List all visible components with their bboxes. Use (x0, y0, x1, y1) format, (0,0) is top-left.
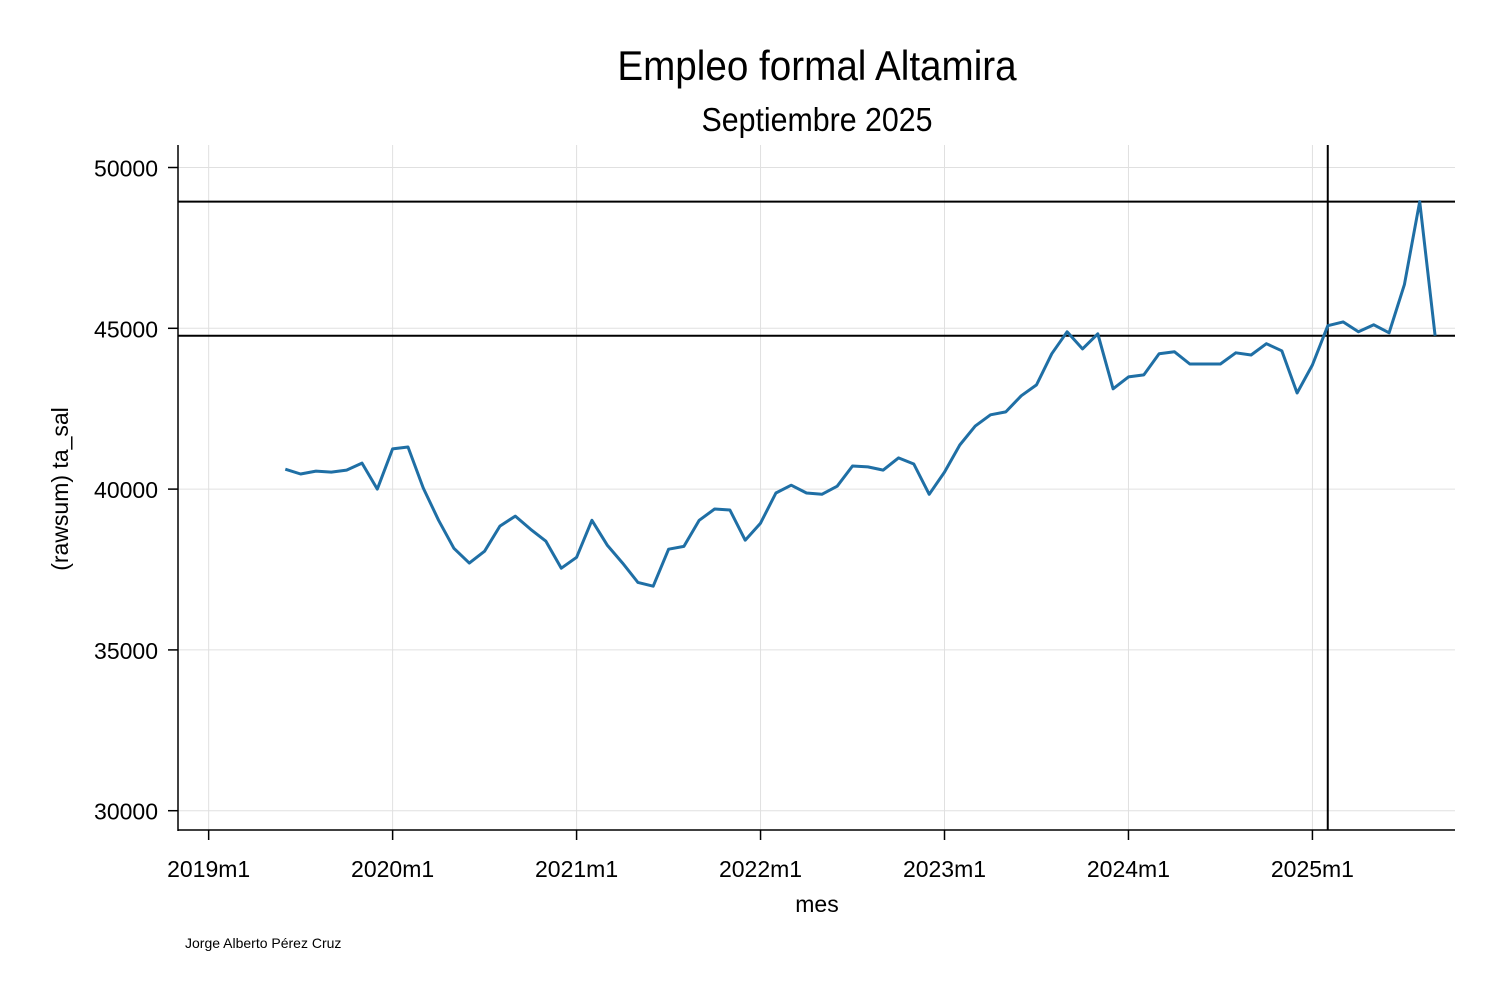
y-tick-label: 50000 (94, 156, 158, 182)
x-tick-label: 2022m1 (719, 856, 802, 882)
author-note: Jorge Alberto Pérez Cruz (185, 935, 341, 951)
y-axis: 30000 35000 40000 45000 50000 (94, 156, 178, 825)
y-tick-label: 35000 (94, 638, 158, 664)
chart-subtitle: Septiembre 2025 (701, 101, 932, 138)
y-axis-label: (rawsum) ta_sal (47, 407, 73, 571)
x-axis: 2019m1 2020m1 2021m1 2022m1 2023m1 2024m1 2025… (167, 830, 1354, 882)
series-line (284, 200, 1437, 588)
gridlines (178, 145, 1455, 830)
x-tick-label: 2021m1 (535, 856, 618, 882)
x-tick-label: 2020m1 (351, 856, 434, 882)
x-tick-label: 2019m1 (167, 856, 250, 882)
x-axis-label: mes (795, 891, 838, 917)
x-tick-label: 2024m1 (1087, 856, 1170, 882)
x-tick-label: 2025m1 (1271, 856, 1354, 882)
y-tick-label: 45000 (94, 316, 158, 342)
reference-lines (178, 145, 1455, 830)
y-tick-label: 40000 (94, 477, 158, 503)
y-tick-label: 30000 (94, 799, 158, 825)
chart-title: Empleo formal Altamira (617, 41, 1017, 89)
x-tick-label: 2023m1 (903, 856, 986, 882)
